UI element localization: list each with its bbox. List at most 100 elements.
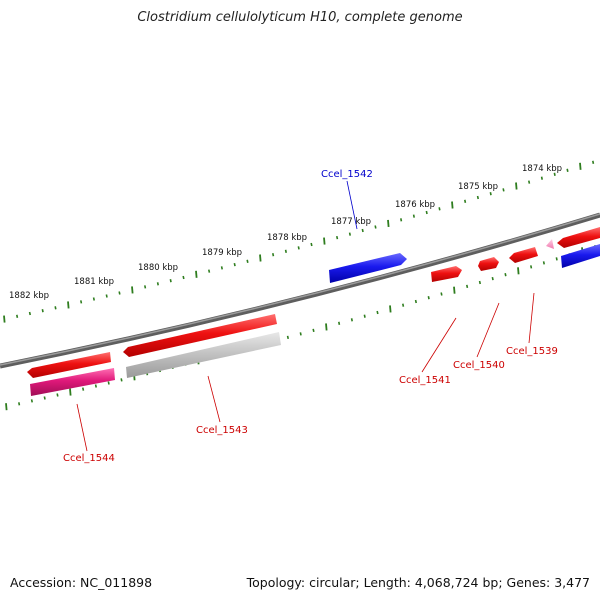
label-ccel-1541[interactable]: Ccel_1541 (399, 375, 451, 386)
minor-tick (540, 176, 543, 180)
minor-tick (528, 180, 531, 184)
scale-label-1882: 1882 kbp (9, 291, 49, 301)
minor-tick (338, 321, 341, 325)
feature-ccel-1544-rna[interactable] (30, 368, 115, 396)
feature-ccel-1543-pseudo[interactable] (126, 332, 281, 378)
label-ccel-1544[interactable]: Ccel_1544 (63, 453, 115, 464)
minor-tick (120, 378, 123, 382)
minor-tick (208, 269, 211, 273)
minor-tick (233, 262, 236, 267)
minor-tick (169, 279, 172, 283)
minor-tick (30, 399, 33, 403)
minor-tick (297, 246, 300, 250)
scale-label-1880: 1880 kbp (138, 263, 178, 273)
leader-ccel-1541 (421, 317, 457, 373)
minor-tick (489, 192, 492, 196)
minor-tick (542, 261, 545, 265)
scale-label-1876: 1876 kbp (395, 200, 435, 210)
label-ccel-1542[interactable]: Ccel_1542 (321, 169, 373, 180)
gene-reverse-right[interactable] (561, 244, 600, 268)
minor-tick (336, 235, 339, 240)
gene-ccel-1542[interactable] (329, 253, 407, 283)
minor-tick (284, 249, 287, 253)
minor-tick (530, 265, 533, 269)
minor-tick (16, 314, 19, 318)
minor-tick (299, 332, 302, 336)
minor-tick (464, 199, 467, 203)
minor-tick (414, 299, 417, 304)
scale-label-1878: 1878 kbp (267, 233, 307, 243)
minor-tick (361, 228, 364, 233)
minor-tick (566, 168, 569, 172)
minor-tick (476, 195, 479, 200)
label-ccel-1543[interactable]: Ccel_1543 (196, 425, 248, 436)
gene-ccel-1539[interactable] (509, 247, 538, 263)
minor-tick (144, 285, 147, 289)
genome-backbone-highlight (0, 213, 600, 366)
minor-tick (92, 297, 95, 301)
minor-tick (592, 160, 595, 164)
gene-ccel-1543[interactable] (123, 314, 277, 357)
minor-tick (555, 257, 558, 261)
gene-ccel-1540[interactable] (478, 257, 499, 271)
genome-summary-text: Topology: circular; Length: 4,068,724 bp… (246, 575, 590, 590)
major-tick (453, 286, 456, 294)
rna-feature-small[interactable] (546, 239, 554, 249)
minor-tick (94, 384, 97, 388)
map-title: Clostridium cellulolyticum H10, complete… (137, 10, 463, 25)
minor-tick (425, 210, 428, 215)
genome-backbone (0, 212, 600, 369)
major-tick (131, 286, 134, 294)
label-ccel-1539[interactable]: Ccel_1539 (506, 346, 558, 357)
minor-tick (41, 309, 44, 313)
minor-tick (246, 259, 249, 263)
minor-tick (412, 214, 415, 218)
minor-tick (350, 318, 353, 322)
minor-tick (553, 172, 556, 176)
minor-tick (220, 266, 223, 270)
scale-label-1875: 1875 kbp (458, 182, 498, 192)
minor-tick (182, 275, 185, 280)
leader-ccel-1539 (528, 292, 535, 344)
inner-tick-track (5, 245, 597, 411)
scale-label-1877: 1877 kbp (331, 217, 371, 227)
major-tick (69, 388, 72, 396)
gene-ccel-1544[interactable] (27, 352, 111, 378)
minor-tick (466, 284, 469, 289)
minor-tick (107, 381, 110, 385)
major-tick (451, 201, 454, 209)
major-tick (387, 219, 390, 227)
major-tick (3, 315, 6, 323)
major-tick (325, 323, 328, 331)
minor-tick (478, 280, 481, 285)
minor-tick (105, 294, 108, 298)
scale-label-1879: 1879 kbp (202, 248, 242, 258)
minor-tick (80, 300, 83, 304)
minor-tick (402, 303, 405, 307)
leader-ccel-1543 (207, 375, 221, 423)
minor-tick (82, 387, 85, 391)
gene-ccel-1541[interactable] (431, 266, 462, 282)
major-tick (67, 301, 70, 309)
minor-tick (18, 402, 21, 406)
scale-label-1881: 1881 kbp (74, 277, 114, 287)
major-tick (259, 254, 262, 262)
minor-tick (440, 292, 443, 296)
minor-tick (286, 335, 289, 340)
minor-tick (310, 242, 313, 247)
minor-tick (376, 310, 379, 315)
minor-tick (56, 393, 59, 397)
label-ccel-1540[interactable]: Ccel_1540 (453, 360, 505, 371)
minor-tick (438, 207, 441, 211)
minor-tick (363, 314, 366, 318)
major-tick (517, 267, 520, 275)
gene-ccel-1538[interactable] (557, 227, 600, 248)
minor-tick (43, 396, 46, 400)
scale-label-1874: 1874 kbp (522, 164, 562, 174)
minor-tick (374, 225, 377, 229)
major-tick (323, 237, 326, 245)
leader-ccel-1542 (346, 180, 358, 230)
accession-text: Accession: NC_011898 (10, 575, 153, 590)
major-tick (389, 305, 392, 313)
